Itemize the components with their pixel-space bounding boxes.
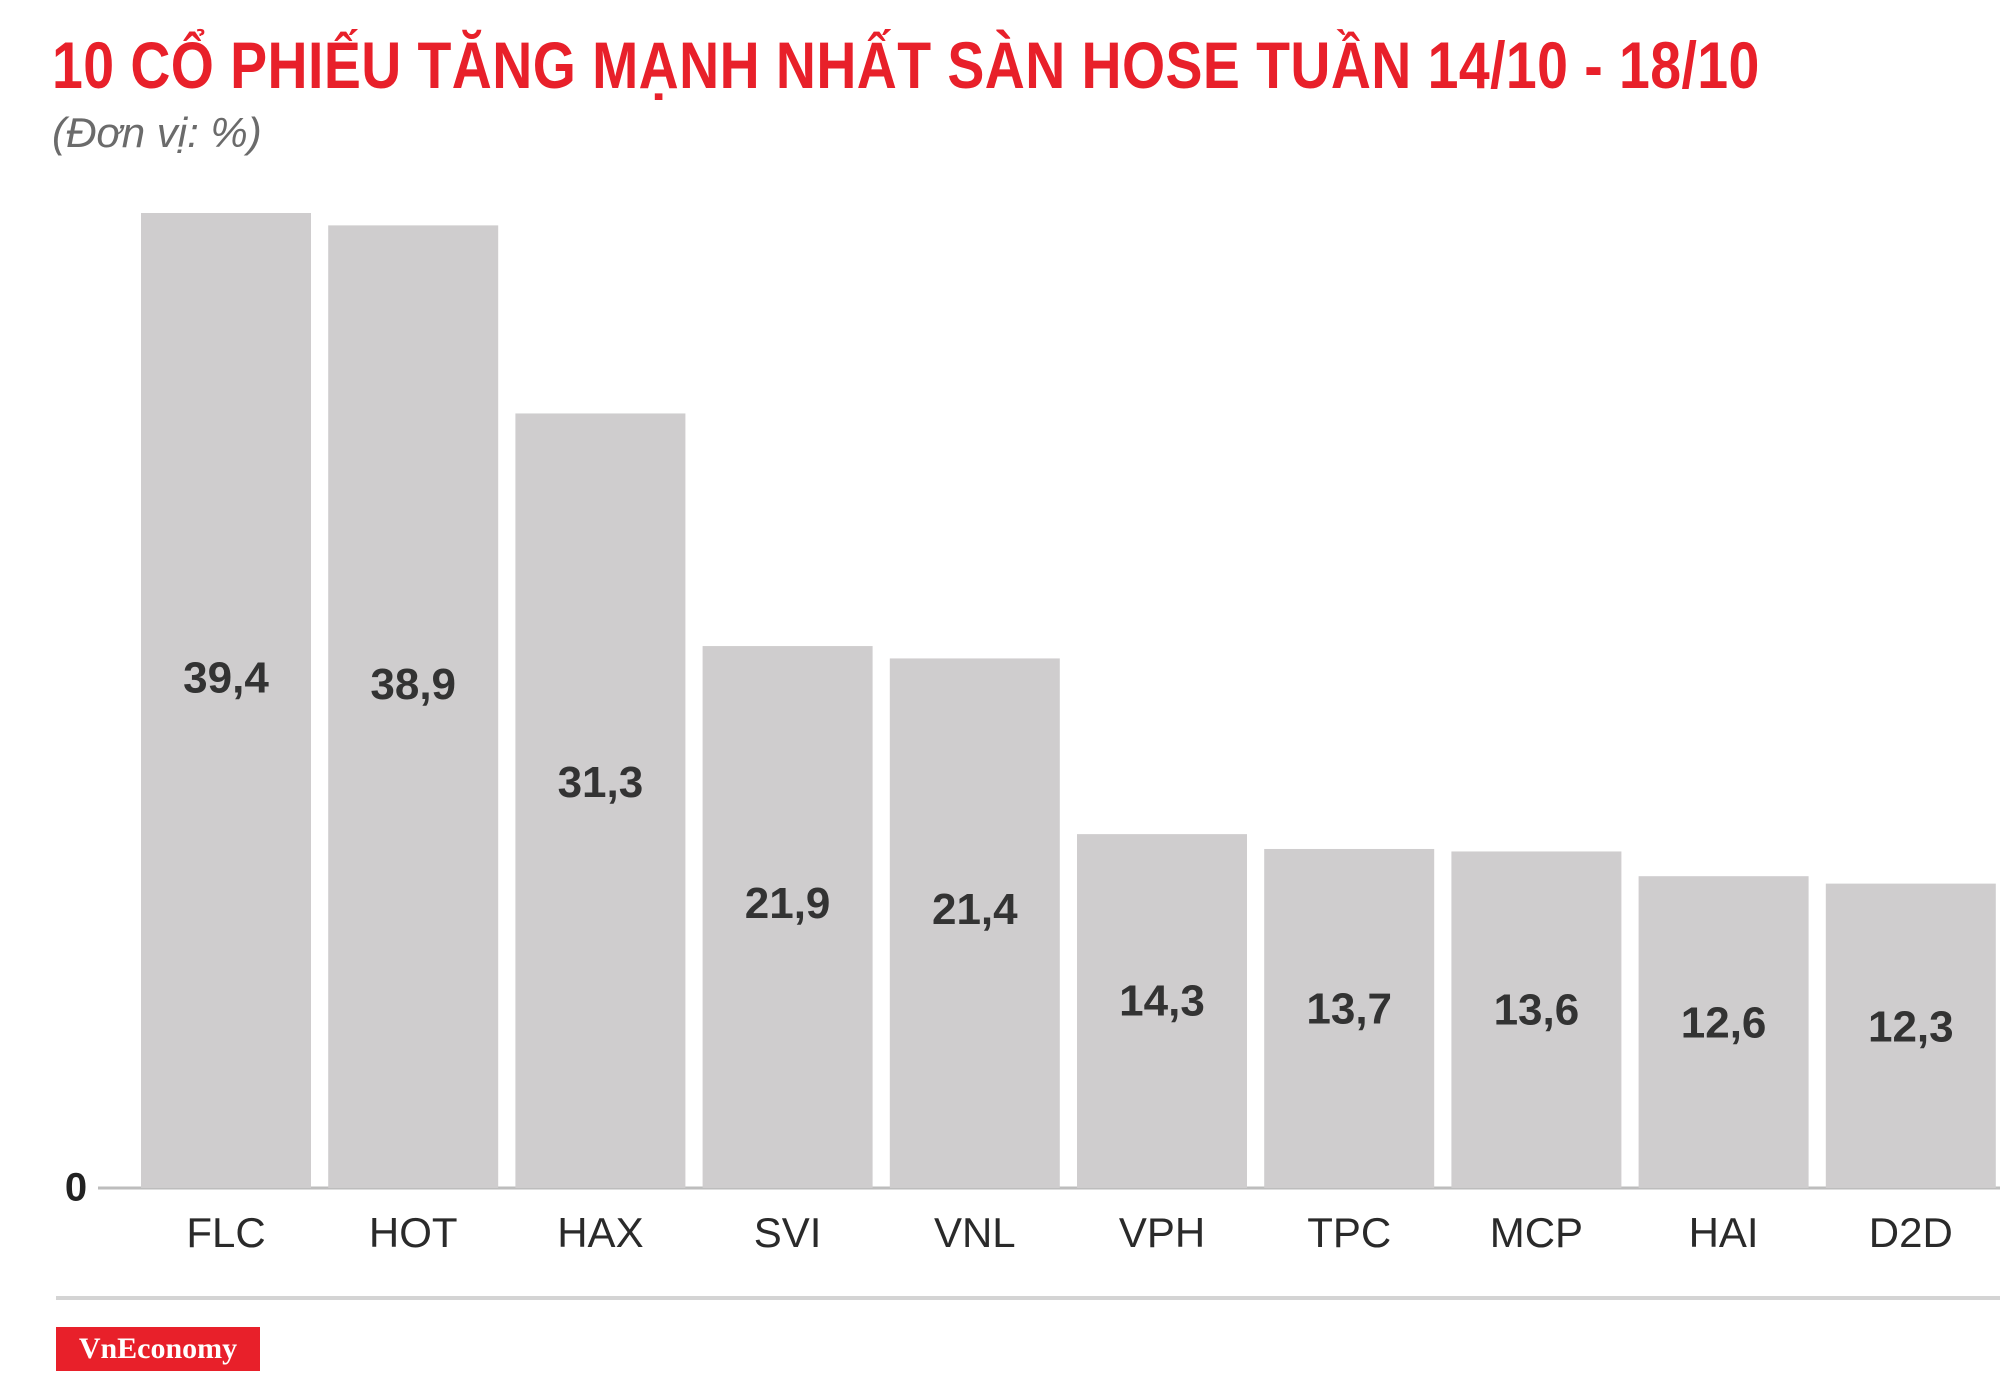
bar-value-label: 13,7: [1306, 984, 1392, 1033]
bar-value-label: 12,6: [1681, 998, 1767, 1047]
bar: [1825, 883, 1996, 1188]
bar: [1077, 834, 1247, 1188]
bar-value-label: 12,3: [1868, 1002, 1954, 1051]
category-label: HOT: [369, 1209, 458, 1256]
bar-value-label: 39,4: [183, 654, 269, 703]
bar: [1264, 848, 1435, 1188]
bar: [889, 658, 1060, 1188]
bar: [141, 213, 311, 1188]
category-label: VPH: [1119, 1209, 1205, 1256]
category-label: HAX: [557, 1209, 643, 1256]
category-label: TPC: [1307, 1209, 1391, 1256]
footer-divider: [56, 1296, 2000, 1300]
bar-value-label: 31,3: [558, 758, 644, 807]
chart-title: 10 CỔ PHIẾU TĂNG MẠNH NHẤT SÀN HOSE TUẦN…: [52, 28, 1760, 102]
bar-value-label: 13,6: [1494, 986, 1580, 1035]
category-label: FLC: [186, 1209, 265, 1256]
category-label: VNL: [934, 1209, 1016, 1256]
bar: [515, 413, 686, 1188]
brand-logo: VnEconomy: [56, 1327, 260, 1371]
bar: [1451, 851, 1622, 1188]
bar-value-label: 38,9: [370, 660, 456, 709]
bar-value-label: 14,3: [1119, 977, 1205, 1026]
bar: [702, 646, 873, 1188]
bar-chart: 0 39,4 FLC 38,9 HOT 31,3 HAX 21,9 SVI 21,4 VNL 14,3…: [65, 213, 2000, 1256]
bar-value-label: 21,4: [932, 885, 1018, 934]
unit-label: (Đơn vị: %): [52, 109, 262, 156]
bar-value-label: 21,9: [745, 879, 831, 928]
category-label: SVI: [754, 1209, 822, 1256]
bar: [328, 225, 499, 1188]
category-label: MCP: [1490, 1209, 1583, 1256]
category-label: HAI: [1689, 1209, 1759, 1256]
category-label: D2D: [1869, 1209, 1953, 1256]
y-tick-label: 0: [65, 1166, 87, 1210]
bar: [1638, 876, 1809, 1188]
